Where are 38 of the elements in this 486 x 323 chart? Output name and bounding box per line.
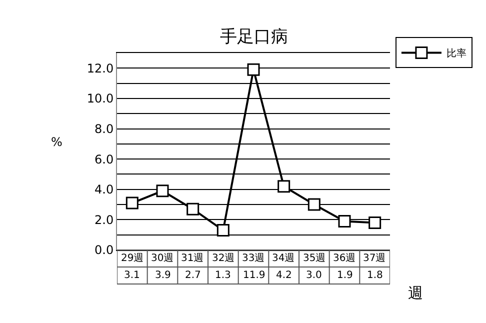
- x-tick-label: 36週: [333, 253, 356, 264]
- y-axis-title: %: [51, 135, 62, 149]
- x-tick-label: 32週: [212, 253, 235, 264]
- legend-label: 比率: [446, 48, 466, 60]
- chart-title: 手足口病: [220, 27, 288, 47]
- y-tick-label: 6.0: [94, 152, 114, 166]
- x-tick-label: 29週: [121, 253, 144, 264]
- point: [278, 180, 290, 193]
- data-label: 3.0: [306, 270, 322, 281]
- data-label: 1.9: [337, 270, 353, 281]
- y-tick-label: 4.0: [94, 182, 114, 197]
- data-label: 11.9: [243, 270, 266, 281]
- x-tick-label: 37週: [363, 253, 386, 264]
- y-tick-label: 2.0: [94, 212, 114, 227]
- point: [156, 184, 169, 198]
- data-label: 3.1: [124, 270, 140, 281]
- point: [186, 202, 200, 216]
- x-tick-label: 31週: [181, 253, 204, 264]
- x-tick-label: 33週: [242, 253, 265, 264]
- y-tick-label: 8.0: [94, 122, 114, 136]
- data-label: 1.8: [367, 270, 383, 281]
- data-label: 3.9: [155, 270, 171, 281]
- data-label: 2.7: [185, 270, 201, 281]
- data-label: 4.2: [276, 270, 292, 281]
- y-tick-label: 10.0: [86, 92, 114, 106]
- x-tick-label: 34週: [272, 253, 295, 264]
- x-tick-label: 30週: [151, 253, 174, 264]
- x-tick-label: 35週: [303, 253, 326, 264]
- point: [308, 198, 320, 211]
- point: [126, 196, 138, 210]
- point: [216, 224, 230, 237]
- y-tick-label: 12.0: [86, 61, 114, 76]
- point: [247, 63, 260, 76]
- x-axis-title: 週: [408, 284, 423, 302]
- point: [338, 214, 351, 228]
- y-tick-label: 0.0: [94, 243, 114, 258]
- data-label: 1.3: [215, 270, 231, 281]
- point: [368, 216, 382, 229]
